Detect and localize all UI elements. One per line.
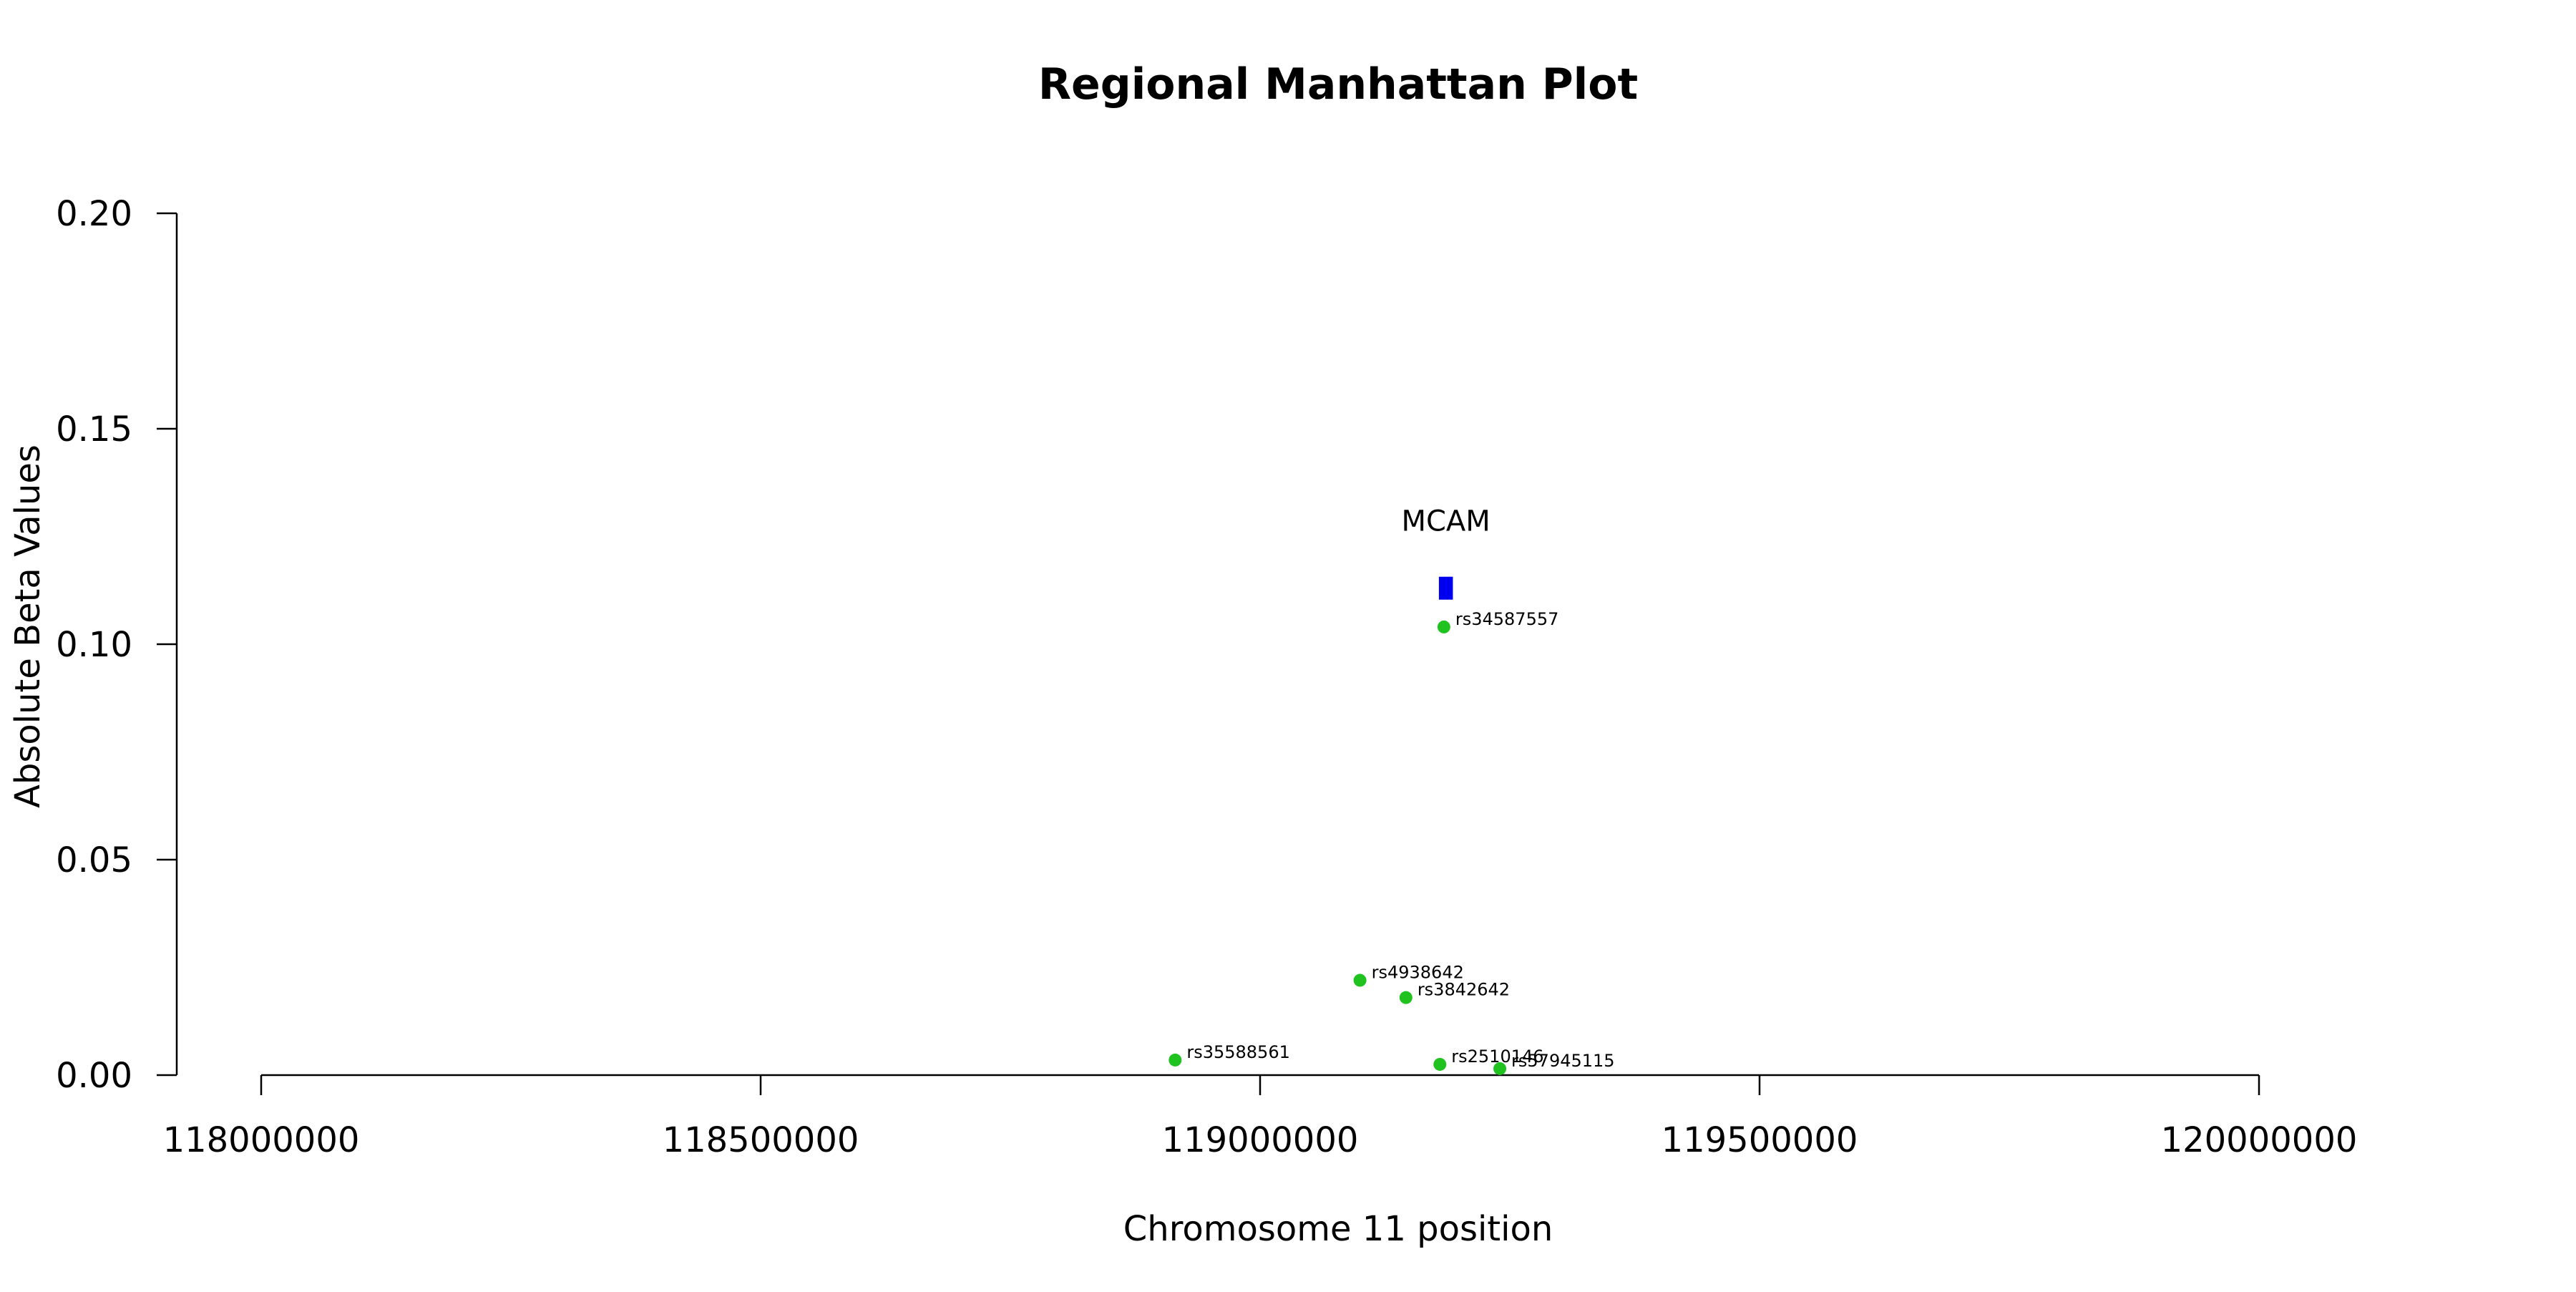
x-tick-label: 119000000	[1162, 1120, 1359, 1160]
snp-point	[1353, 973, 1367, 987]
y-tick-label: 0.15	[56, 409, 132, 450]
snp-point	[1493, 1062, 1507, 1075]
snp-point	[1399, 991, 1413, 1004]
y-tick-label: 0.20	[56, 194, 132, 234]
chart-title: Regional Manhattan Plot	[1038, 59, 1638, 110]
snp-label: rs3842642	[1418, 980, 1510, 1000]
gene-label: MCAM	[1401, 505, 1490, 538]
snp-label: rs35588561	[1186, 1042, 1290, 1062]
y-tick-label: 0.00	[56, 1056, 132, 1096]
x-tick-label: 118500000	[663, 1120, 859, 1160]
x-tick-label: 120000000	[2161, 1120, 2358, 1160]
snp-label: rs4938642	[1372, 963, 1464, 983]
y-tick-label: 0.10	[56, 625, 132, 665]
snp-label: rs57945115	[1511, 1051, 1615, 1071]
snp-point	[1169, 1053, 1182, 1067]
y-axis-label: Absolute Beta Values	[8, 445, 48, 808]
x-tick-label: 119500000	[1662, 1120, 1858, 1160]
gene-layer: MCAM	[1401, 505, 1491, 600]
x-tick-label: 118000000	[163, 1120, 360, 1160]
snp-label: rs34587557	[1455, 609, 1559, 629]
snp-point	[1433, 1057, 1447, 1071]
axes: 0.00 0.05 0.10 0.15 0.20 118000000 118500000 11…	[56, 194, 2357, 1160]
x-axis-label: Chromosome 11 position	[1123, 1209, 1553, 1249]
y-tick-label: 0.05	[56, 840, 132, 880]
snp-point	[1437, 620, 1450, 633]
gene-marker	[1438, 576, 1453, 600]
